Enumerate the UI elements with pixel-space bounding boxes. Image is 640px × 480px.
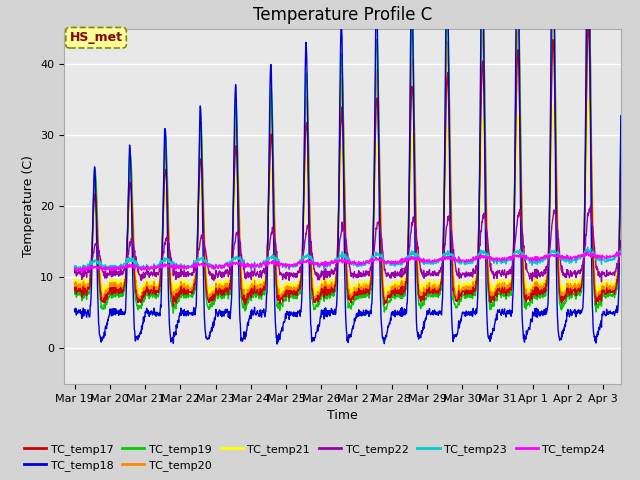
TC_temp22 (587, 203, 595, 208)
TC_temp18 (324, 308, 332, 313)
TC_temp21 (71, 276, 79, 282)
TC_temp23 (617, 249, 625, 254)
Line: TC_temp22: TC_temp22 (75, 205, 621, 282)
TC_temp24 (71, 265, 79, 271)
Line: TC_temp21: TC_temp21 (75, 99, 621, 296)
TC_temp21 (113, 279, 121, 285)
Legend: TC_temp17, TC_temp18, TC_temp19, TC_temp20, TC_temp21, TC_temp22, TC_temp23, TC_: TC_temp17, TC_temp18, TC_temp19, TC_temp… (19, 439, 610, 476)
TC_temp17 (303, 120, 310, 126)
TC_temp18 (113, 308, 121, 314)
TC_temp20 (170, 301, 177, 307)
TC_temp22 (113, 269, 121, 275)
TC_temp24 (113, 266, 121, 272)
TC_temp20 (324, 282, 332, 288)
TC_temp20 (584, 0, 592, 1)
Text: HS_met: HS_met (70, 31, 123, 44)
X-axis label: Time: Time (327, 409, 358, 422)
TC_temp23 (136, 264, 143, 270)
TC_temp19 (617, 122, 625, 128)
TC_temp20 (135, 296, 143, 301)
TC_temp22 (303, 231, 310, 237)
TC_temp19 (113, 290, 121, 296)
TC_temp18 (273, 341, 281, 347)
TC_temp20 (382, 297, 390, 302)
Line: TC_temp17: TC_temp17 (75, 27, 621, 306)
TC_temp17 (113, 287, 121, 292)
TC_temp22 (617, 238, 625, 243)
TC_temp17 (382, 299, 390, 305)
TC_temp24 (303, 258, 310, 264)
TC_temp17 (617, 146, 625, 152)
TC_temp20 (314, 297, 322, 303)
TC_temp20 (303, 95, 310, 100)
TC_temp24 (324, 260, 332, 265)
Line: TC_temp23: TC_temp23 (75, 247, 621, 272)
TC_temp19 (303, 70, 310, 76)
TC_temp24 (136, 265, 143, 271)
TC_temp22 (598, 279, 605, 285)
TC_temp17 (71, 285, 79, 291)
TC_temp22 (324, 272, 332, 278)
TC_temp23 (314, 264, 322, 270)
TC_temp22 (135, 272, 143, 277)
TC_temp18 (135, 334, 143, 339)
TC_temp18 (382, 335, 390, 340)
TC_temp23 (324, 260, 332, 266)
Line: TC_temp18: TC_temp18 (75, 0, 621, 344)
TC_temp17 (170, 303, 177, 309)
TC_temp23 (113, 265, 121, 271)
TC_temp20 (71, 280, 79, 286)
TC_temp21 (314, 292, 322, 298)
TC_temp24 (584, 249, 591, 254)
TC_temp20 (617, 154, 625, 159)
TC_temp17 (314, 299, 322, 304)
TC_temp23 (71, 264, 79, 269)
TC_temp22 (314, 270, 321, 276)
TC_temp19 (71, 288, 79, 294)
TC_temp19 (324, 290, 332, 296)
TC_temp23 (584, 244, 591, 250)
TC_temp22 (381, 270, 389, 276)
Line: TC_temp20: TC_temp20 (75, 0, 621, 304)
TC_temp24 (382, 260, 390, 265)
TC_temp21 (170, 293, 177, 299)
TC_temp19 (314, 304, 322, 310)
TC_temp21 (135, 289, 143, 295)
Line: TC_temp24: TC_temp24 (75, 252, 621, 272)
Title: Temperature Profile C: Temperature Profile C (253, 6, 432, 24)
TC_temp18 (617, 113, 625, 119)
TC_temp19 (382, 306, 390, 312)
TC_temp18 (71, 306, 79, 312)
Y-axis label: Temperature (C): Temperature (C) (22, 156, 35, 257)
TC_temp21 (303, 159, 310, 165)
TC_temp17 (324, 287, 332, 292)
TC_temp18 (314, 328, 322, 334)
TC_temp19 (135, 305, 143, 311)
TC_temp22 (71, 267, 79, 273)
TC_temp17 (584, 24, 592, 30)
TC_temp21 (382, 289, 390, 295)
TC_temp21 (324, 278, 332, 284)
TC_temp23 (382, 260, 390, 266)
TC_temp21 (617, 203, 625, 209)
Line: TC_temp19: TC_temp19 (75, 0, 621, 313)
TC_temp23 (303, 253, 310, 259)
TC_temp20 (113, 283, 121, 288)
TC_temp17 (135, 299, 143, 304)
TC_temp18 (303, 54, 310, 60)
TC_temp24 (314, 263, 322, 269)
TC_temp24 (617, 251, 625, 257)
TC_temp24 (78, 269, 86, 275)
TC_temp21 (585, 96, 593, 102)
TC_temp19 (170, 310, 177, 316)
TC_temp23 (78, 269, 86, 275)
